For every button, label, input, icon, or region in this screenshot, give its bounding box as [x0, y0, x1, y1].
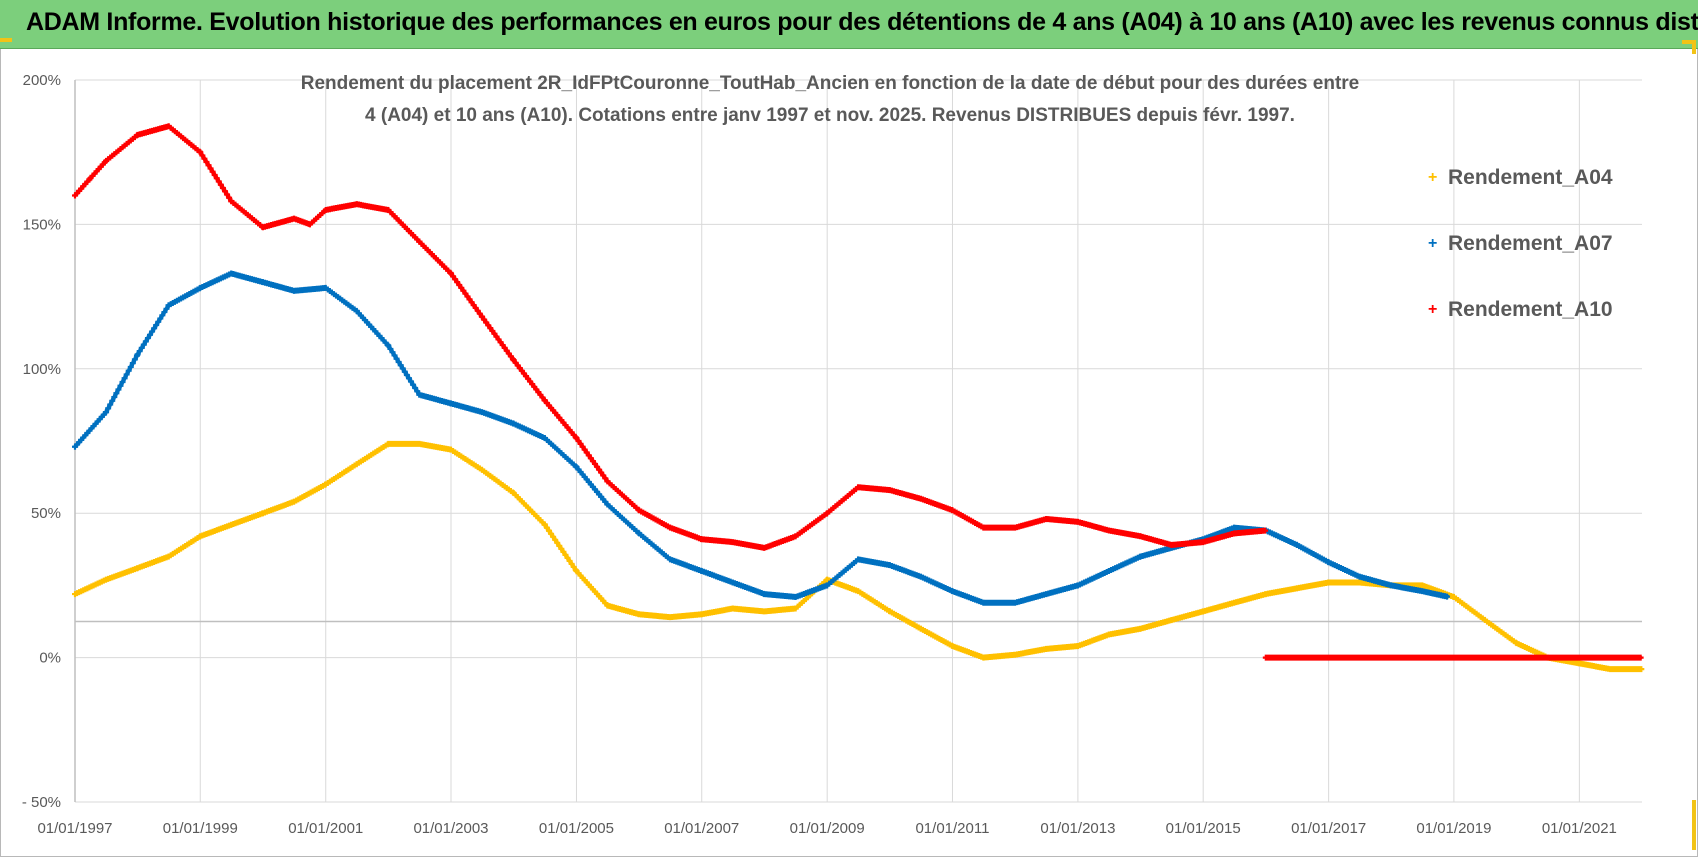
- series-rendement_a07: [72, 270, 1451, 606]
- x-tick-label: 01/01/2003: [413, 820, 488, 837]
- legend-item-a04: + Rendement_A04: [1428, 166, 1613, 232]
- legend-item-a10: + Rendement_A10: [1428, 298, 1613, 364]
- title-banner: ADAM Informe. Evolution historique des p…: [0, 0, 1698, 49]
- x-tick-label: 01/01/2007: [664, 820, 739, 837]
- x-tick-label: 01/01/2011: [915, 820, 989, 837]
- series-rendement_a10: [72, 123, 1644, 661]
- x-tick-label: 01/01/2009: [790, 820, 865, 837]
- corner-accent-bottom-right: [1692, 800, 1696, 850]
- legend-label-a10: Rendement_A10: [1448, 298, 1613, 321]
- x-tick-label: 01/01/2005: [539, 820, 614, 837]
- legend-label-a04: Rendement_A04: [1448, 166, 1613, 189]
- y-tick-label: 100%: [23, 361, 61, 378]
- x-tick-label: 01/01/2021: [1542, 820, 1617, 837]
- legend-marker-a07: +: [1428, 235, 1438, 252]
- tick-labels: - 50% 0% 50% 100% 150% 200% 01/01/1997 01/01/19…: [22, 72, 1617, 837]
- axes: [74, 80, 1642, 802]
- legend-marker-a04: +: [1428, 169, 1438, 186]
- y-tick-label: - 50%: [22, 794, 61, 811]
- legend-item-a07: + Rendement_A07: [1428, 232, 1613, 298]
- x-tick-label: 01/01/2015: [1166, 820, 1241, 837]
- y-tick-label: 150%: [23, 216, 61, 233]
- legend-marker-a10: +: [1428, 301, 1438, 318]
- chart-legend: + Rendement_A04 + Rendement_A07 + Rendement…: [1428, 166, 1613, 364]
- y-tick-label: 0%: [39, 650, 61, 667]
- legend-label-a07: Rendement_A07: [1448, 232, 1613, 255]
- series-markers-rendement_a10: [72, 123, 1269, 551]
- x-tick-label: 01/01/2017: [1291, 820, 1366, 837]
- chart-title: Rendement du placement 2R_IdFPtCouronne_…: [300, 73, 1360, 126]
- y-tick-label: 50%: [31, 505, 61, 522]
- x-tick-label: 01/01/1997: [37, 820, 112, 837]
- series-markers-rendement_a07: [72, 270, 1451, 606]
- x-tick-label: 01/01/2001: [288, 820, 363, 837]
- grid-lines: [74, 79, 1642, 803]
- corner-accent-top-left: [0, 38, 12, 42]
- page-title: ADAM Informe. Evolution historique des p…: [26, 8, 1698, 36]
- corner-accent-top-right: [1682, 40, 1696, 44]
- x-tick-label: 01/01/2019: [1416, 820, 1491, 837]
- x-tick-label: 01/01/2013: [1040, 820, 1115, 837]
- y-tick-label: 200%: [23, 72, 61, 89]
- series-line-rendement_a07: [73, 271, 1450, 605]
- x-tick-label: 01/01/1999: [163, 820, 238, 837]
- series-line-rendement_a10: [73, 124, 1267, 550]
- corner-accent-top-right-vertical: [1692, 40, 1696, 54]
- series-layer: [72, 123, 1645, 673]
